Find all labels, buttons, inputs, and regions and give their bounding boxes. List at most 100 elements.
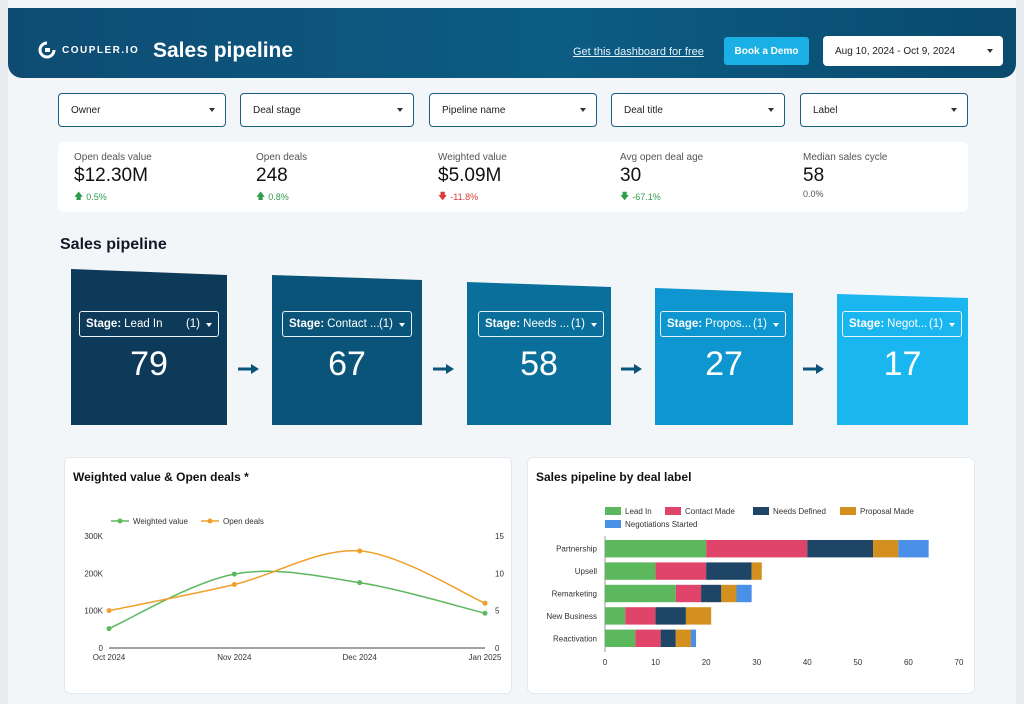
bar-segment[interactable] <box>675 584 702 603</box>
bar-segment[interactable] <box>635 629 661 647</box>
stage-prefix: Stage: <box>86 318 122 330</box>
stage-card-negotiations <box>837 294 968 425</box>
data-point[interactable] <box>482 610 488 616</box>
category-label: Reactivation <box>553 634 597 643</box>
legend-label[interactable]: Weighted value <box>133 517 189 526</box>
pipeline-section-title: Sales pipeline <box>60 236 167 253</box>
bar-segment[interactable] <box>660 629 676 647</box>
data-point[interactable] <box>357 580 363 586</box>
stage-name: Lead In <box>124 318 163 330</box>
stage-name: Propos... <box>705 318 752 330</box>
legend-label[interactable]: Contact Made <box>685 507 735 516</box>
arrow-down-icon: 🡇 <box>620 191 630 201</box>
data-point[interactable] <box>357 548 363 554</box>
bar-segment[interactable] <box>690 629 697 647</box>
stage-selector-5[interactable]: Stage: Negot... (1) <box>842 311 962 337</box>
chevron-down-icon <box>949 323 955 327</box>
filter-label-select[interactable]: Label <box>800 93 968 127</box>
x-tick-label: 50 <box>853 658 862 667</box>
bar-segment[interactable] <box>751 562 762 580</box>
bar-segment[interactable] <box>685 607 712 625</box>
stage-selector-1[interactable]: Stage: Lead In (1) <box>79 311 219 337</box>
series-line <box>108 570 486 630</box>
line-chart: Weighted value Open deals 0 100K 200K 300K 0 5 1… <box>84 517 504 662</box>
kpi-label: Open deals <box>256 152 308 163</box>
chevron-down-icon <box>951 108 957 112</box>
stage-prefix: Stage: <box>485 318 521 330</box>
stage-prefix: Stage: <box>289 318 325 330</box>
filter-label: Deal title <box>624 104 663 116</box>
bar-segment[interactable] <box>706 540 808 558</box>
legend-label[interactable]: Proposal Made <box>860 507 914 516</box>
stage-selector-3[interactable]: Stage: Needs ... (1) <box>478 311 604 337</box>
x-tick-label: Oct 2024 <box>93 653 126 662</box>
x-tick-label: 60 <box>904 658 913 667</box>
kpi-label: Weighted value <box>438 152 507 163</box>
chevron-down-icon <box>768 108 774 112</box>
bar-segment[interactable] <box>655 562 707 580</box>
data-point[interactable] <box>482 600 488 606</box>
arrow-right-icon <box>803 364 824 374</box>
stage-selector-4[interactable]: Stage: Propos... (1) <box>660 311 786 337</box>
get-dashboard-link[interactable]: Get this dashboard for free <box>573 46 704 58</box>
legend-label[interactable]: Negotiations Started <box>625 520 698 529</box>
kpi-open-deals: Open deals 248 🡅 0.8% <box>256 152 307 205</box>
x-tick-label: 20 <box>702 658 711 667</box>
arrow-right-icon <box>238 364 259 374</box>
coupler-logo-icon <box>38 41 56 59</box>
category-label: Partnership <box>556 545 597 554</box>
bar-segment[interactable] <box>873 540 899 558</box>
kpi-open-deals-value: Open deals value $12.30M 🡅 0.5% <box>74 152 152 205</box>
data-point[interactable] <box>231 582 237 588</box>
bar-segment[interactable] <box>736 584 752 603</box>
filter-owner[interactable]: Owner <box>58 93 226 127</box>
stage-card-needs-defined <box>467 282 611 425</box>
bar-segment[interactable] <box>706 562 752 580</box>
filter-pipeline-name[interactable]: Pipeline name <box>429 93 597 127</box>
bar-segment[interactable] <box>807 540 874 558</box>
bar-segment[interactable] <box>655 607 686 625</box>
kpi-scorecards: Open deals value $12.30M 🡅 0.5% Open deal… <box>58 142 968 212</box>
kpi-value: $12.30M <box>74 165 148 186</box>
bar-segment[interactable] <box>721 584 737 603</box>
stage-selector-2[interactable]: Stage: Contact ... (1) <box>282 311 412 337</box>
stage-card-lead-in <box>71 269 227 425</box>
book-demo-button[interactable]: Book a Demo <box>724 37 809 65</box>
legend-label[interactable]: Open deals <box>223 517 264 526</box>
bar-segment[interactable] <box>675 629 691 647</box>
kpi-value: $5.09M <box>438 165 502 186</box>
data-point[interactable] <box>231 571 237 577</box>
filter-deal-title[interactable]: Deal title <box>611 93 785 127</box>
chart-title: Weighted value & Open deals * <box>73 470 249 484</box>
category-label: Remarketing <box>552 590 597 599</box>
legend-swatch <box>665 507 681 515</box>
bar-segment[interactable] <box>701 584 722 603</box>
x-tick-label: Nov 2024 <box>217 653 252 662</box>
legend-swatch <box>605 520 621 528</box>
y-right-tick: 0 <box>495 644 500 653</box>
bar-segment[interactable] <box>605 584 676 603</box>
x-tick-label: 40 <box>803 658 812 667</box>
date-range-picker[interactable]: Aug 10, 2024 - Oct 9, 2024 <box>823 36 1003 66</box>
arrow-up-icon: 🡅 <box>74 191 84 201</box>
bar-segment[interactable] <box>605 629 636 647</box>
bar-segment[interactable] <box>605 607 626 625</box>
y-right-tick: 10 <box>495 569 504 578</box>
weighted-value-chart-card: Weighted value & Open deals * Weighted v… <box>64 457 512 694</box>
chevron-down-icon <box>397 108 403 112</box>
x-tick-label: 10 <box>651 658 660 667</box>
data-point[interactable] <box>106 626 112 632</box>
bar-segment[interactable] <box>898 540 929 558</box>
bar-segment[interactable] <box>605 562 656 580</box>
stage-card-proposal-made <box>655 288 793 425</box>
filter-deal-stage[interactable]: Deal stage <box>240 93 414 127</box>
brand-logo[interactable]: COUPLER.IO <box>38 41 139 59</box>
x-tick-label: 0 <box>603 658 608 667</box>
legend-label[interactable]: Lead In <box>625 507 652 516</box>
bar-segment[interactable] <box>605 540 707 558</box>
legend-label[interactable]: Needs Defined <box>773 507 826 516</box>
bar-segment[interactable] <box>625 607 656 625</box>
series-line <box>108 550 486 612</box>
data-point[interactable] <box>106 608 112 614</box>
